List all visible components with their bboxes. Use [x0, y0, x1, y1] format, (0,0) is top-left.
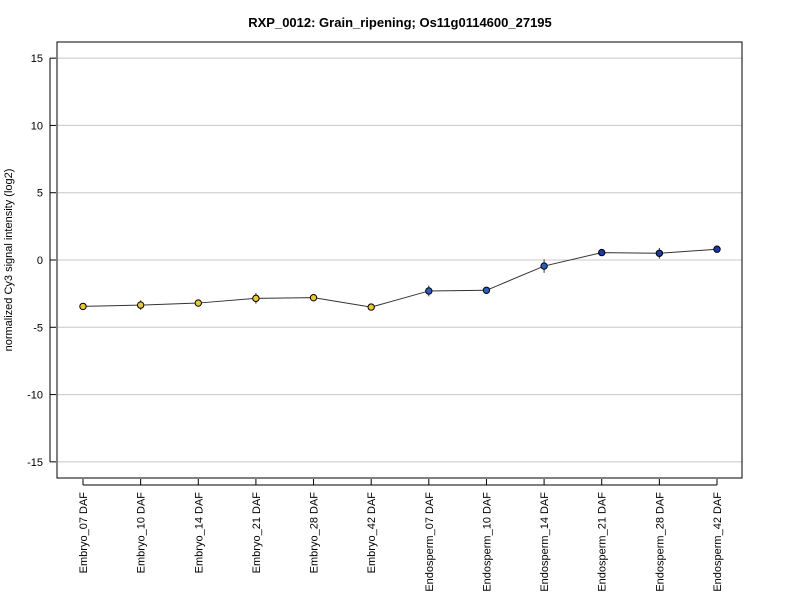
data-point — [136, 301, 145, 309]
data-point — [425, 287, 433, 295]
x-tick-label: Embryo_28 DAF — [309, 492, 321, 574]
data-point — [309, 293, 318, 302]
data-point — [194, 299, 202, 307]
series-line — [82, 248, 718, 308]
data-point — [598, 248, 606, 257]
y-tick-label: 15 — [31, 53, 43, 65]
x-tick-label: Embryo_10 DAF — [136, 492, 148, 574]
y-axis: -15 -10 -5 0 5 10 15 — [27, 53, 56, 469]
data-point — [655, 249, 664, 257]
data-point — [79, 302, 87, 311]
x-axis: Embryo_07 DAF Embryo_10 DAF Embryo_14 DAF E… — [78, 479, 724, 592]
y-tick-label: 5 — [37, 188, 43, 200]
data-point — [367, 303, 375, 311]
data-point — [252, 294, 260, 303]
y-tick-label: -15 — [27, 457, 43, 469]
y-axis-label: normalized Cy3 signal intensity (log2) — [3, 169, 15, 352]
x-tick-label: Endosperm_21 DAF — [597, 492, 609, 592]
data-point — [482, 286, 491, 294]
data-point — [540, 262, 548, 270]
x-tick-label: Embryo_42 DAF — [366, 492, 378, 574]
x-tick-label: Endosperm_14 DAF — [539, 492, 551, 592]
y-tick-label: -5 — [33, 322, 43, 334]
y-tick-label: 10 — [31, 120, 43, 132]
data-point — [713, 245, 721, 253]
x-tick-label: Endosperm_28 DAF — [654, 492, 666, 592]
series — [79, 245, 721, 311]
x-tick-label: Endosperm_42 DAF — [712, 492, 724, 592]
y-tick-label: 0 — [37, 255, 43, 267]
x-tick-label: Endosperm_10 DAF — [481, 492, 493, 592]
grid — [57, 57, 742, 463]
plot-area — [56, 41, 743, 479]
y-tick-label: -10 — [27, 390, 43, 402]
x-tick-label: Embryo_21 DAF — [251, 492, 263, 574]
x-tick-label: Embryo_07 DAF — [78, 492, 90, 574]
chart-title: RXP_0012: Grain_ripening; Os11g0114600_2… — [248, 15, 552, 30]
x-tick-label: Embryo_14 DAF — [193, 492, 205, 574]
x-tick-label: Endosperm_07 DAF — [424, 492, 436, 592]
